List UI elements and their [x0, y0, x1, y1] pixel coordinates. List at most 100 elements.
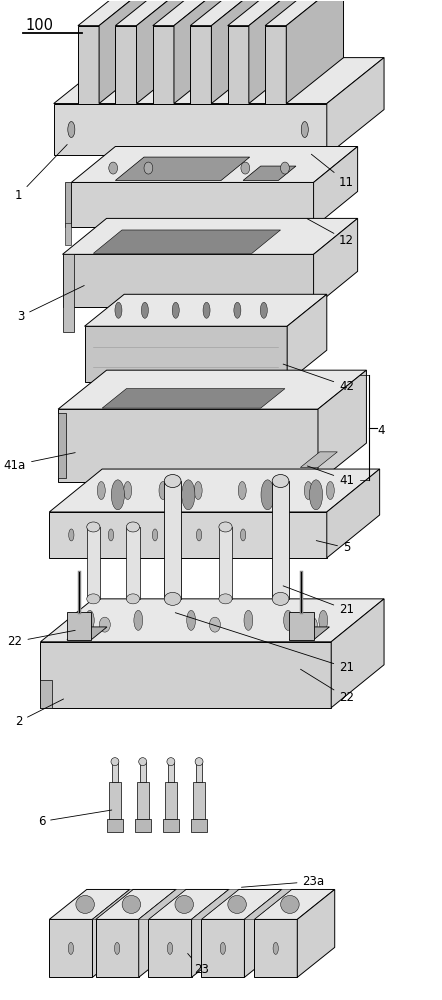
Polygon shape — [58, 370, 366, 409]
Polygon shape — [254, 889, 335, 919]
Circle shape — [234, 302, 241, 318]
Text: 41: 41 — [307, 466, 354, 487]
Circle shape — [307, 155, 318, 181]
Polygon shape — [149, 919, 191, 977]
Polygon shape — [243, 166, 296, 180]
Polygon shape — [313, 218, 358, 307]
Polygon shape — [41, 599, 384, 642]
Polygon shape — [71, 146, 358, 182]
Polygon shape — [54, 104, 327, 155]
Ellipse shape — [76, 895, 94, 913]
Polygon shape — [265, 0, 343, 26]
Polygon shape — [244, 889, 292, 919]
Polygon shape — [286, 0, 343, 104]
Polygon shape — [297, 889, 335, 977]
Polygon shape — [65, 223, 71, 245]
Circle shape — [187, 610, 195, 630]
Circle shape — [196, 529, 202, 541]
Polygon shape — [163, 819, 179, 832]
Text: 6: 6 — [38, 810, 112, 828]
Polygon shape — [84, 326, 287, 382]
Polygon shape — [58, 413, 66, 478]
Circle shape — [168, 942, 173, 954]
Polygon shape — [249, 0, 306, 104]
Polygon shape — [92, 889, 133, 919]
Polygon shape — [327, 469, 380, 558]
Ellipse shape — [126, 522, 140, 532]
Polygon shape — [193, 782, 205, 819]
Polygon shape — [95, 889, 176, 919]
Polygon shape — [41, 642, 331, 708]
Ellipse shape — [210, 617, 221, 632]
Polygon shape — [140, 762, 146, 782]
Ellipse shape — [122, 895, 141, 913]
Circle shape — [111, 480, 125, 510]
Polygon shape — [272, 481, 289, 599]
Polygon shape — [153, 26, 174, 104]
Polygon shape — [228, 26, 249, 104]
Ellipse shape — [195, 758, 203, 766]
Text: 21: 21 — [175, 613, 354, 674]
Polygon shape — [126, 527, 140, 599]
Circle shape — [260, 302, 267, 318]
Polygon shape — [71, 182, 313, 227]
Polygon shape — [313, 146, 358, 227]
Polygon shape — [99, 0, 156, 104]
Circle shape — [319, 610, 328, 630]
Circle shape — [108, 529, 114, 541]
Circle shape — [102, 155, 114, 181]
Polygon shape — [137, 782, 149, 819]
Circle shape — [97, 482, 105, 500]
Polygon shape — [191, 889, 229, 977]
Ellipse shape — [144, 162, 153, 174]
Text: 22: 22 — [8, 630, 75, 648]
Polygon shape — [95, 919, 139, 977]
Polygon shape — [211, 0, 269, 104]
Polygon shape — [290, 612, 313, 640]
Polygon shape — [139, 889, 186, 919]
Polygon shape — [190, 26, 211, 104]
Circle shape — [309, 480, 323, 510]
Polygon shape — [327, 58, 384, 155]
Circle shape — [220, 942, 225, 954]
Text: 2: 2 — [15, 699, 64, 728]
Polygon shape — [139, 889, 176, 977]
Text: 11: 11 — [311, 154, 354, 189]
Circle shape — [194, 482, 202, 500]
Circle shape — [280, 529, 286, 541]
Polygon shape — [67, 612, 91, 640]
Polygon shape — [112, 762, 118, 782]
Ellipse shape — [272, 592, 289, 605]
Circle shape — [256, 155, 267, 181]
Ellipse shape — [281, 162, 290, 174]
Circle shape — [274, 482, 282, 500]
Circle shape — [124, 482, 132, 500]
Polygon shape — [50, 512, 327, 558]
Polygon shape — [78, 26, 99, 104]
Polygon shape — [137, 0, 194, 104]
Polygon shape — [41, 680, 52, 708]
Polygon shape — [109, 782, 121, 819]
Circle shape — [301, 122, 308, 138]
Polygon shape — [50, 919, 92, 977]
Circle shape — [69, 529, 74, 541]
Ellipse shape — [109, 162, 118, 174]
Ellipse shape — [126, 594, 140, 604]
Text: 22: 22 — [301, 669, 354, 704]
Ellipse shape — [175, 895, 194, 913]
Polygon shape — [254, 919, 297, 977]
Ellipse shape — [219, 522, 232, 532]
Circle shape — [114, 942, 120, 954]
Circle shape — [152, 529, 158, 541]
Polygon shape — [164, 481, 181, 599]
Polygon shape — [290, 627, 329, 640]
Ellipse shape — [139, 758, 147, 766]
Ellipse shape — [228, 895, 246, 913]
Polygon shape — [54, 58, 384, 104]
Polygon shape — [115, 157, 250, 180]
Circle shape — [240, 529, 246, 541]
Polygon shape — [87, 527, 100, 599]
Polygon shape — [102, 389, 285, 408]
Polygon shape — [62, 254, 73, 332]
Polygon shape — [149, 889, 229, 919]
